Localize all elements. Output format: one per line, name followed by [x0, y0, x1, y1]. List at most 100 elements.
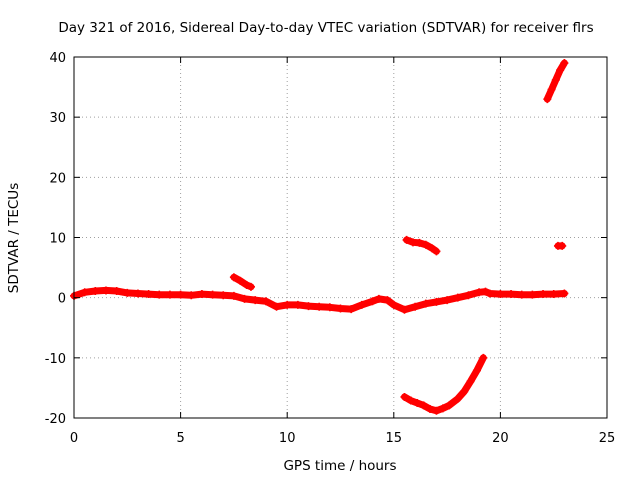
y-tick-label: -10	[45, 352, 66, 367]
data-point	[432, 297, 441, 306]
data-point	[229, 291, 238, 300]
data-point	[251, 296, 260, 305]
data-point	[315, 302, 324, 311]
series-main-trace	[70, 286, 569, 314]
y-axis-label: SDTVAR / TECUs	[6, 183, 22, 293]
data-point	[560, 59, 569, 68]
data-point	[421, 240, 430, 249]
data-point	[347, 305, 356, 314]
data-point	[466, 377, 475, 386]
data-point	[208, 290, 217, 299]
series-segment-15.5h-upper	[402, 235, 441, 256]
data-point	[443, 296, 452, 305]
data-point	[383, 296, 392, 305]
data-point	[374, 294, 383, 303]
y-tick-label: 20	[49, 171, 66, 186]
x-tick-label: 0	[70, 431, 78, 446]
data-point	[464, 291, 473, 300]
data-point	[293, 300, 302, 309]
x-tick-label: 10	[279, 431, 296, 446]
data-point	[556, 66, 565, 75]
data-point	[80, 288, 89, 297]
data-point	[187, 291, 196, 300]
data-point	[123, 288, 132, 297]
data-point	[176, 290, 185, 299]
data-point	[411, 302, 420, 311]
data-point	[155, 290, 164, 299]
series-segment-22.8h-point	[553, 241, 567, 250]
data-point	[357, 300, 366, 309]
plot-frame	[73, 56, 608, 419]
data-point	[400, 392, 409, 401]
data-point	[304, 302, 313, 311]
series-segment-7.5h	[229, 273, 255, 291]
data-point	[400, 305, 409, 314]
data-point	[547, 85, 556, 94]
data-point	[415, 238, 424, 247]
y-tick-label: 0	[58, 292, 66, 307]
data-point	[406, 396, 415, 405]
data-point	[428, 244, 437, 253]
data-point	[507, 290, 516, 299]
data-point	[426, 404, 435, 413]
data-point	[219, 291, 228, 300]
y-tick-label: 40	[49, 51, 66, 66]
data-point	[453, 394, 462, 403]
data-point	[558, 241, 567, 250]
data-point	[453, 293, 462, 302]
data-point	[261, 297, 270, 306]
data-point	[438, 404, 447, 413]
data-point	[101, 286, 110, 295]
data-point	[402, 235, 411, 244]
x-tick-label: 5	[176, 431, 184, 446]
y-tick-label: -20	[45, 412, 66, 427]
data-point	[432, 406, 441, 415]
data-point	[272, 302, 281, 311]
data-point	[460, 387, 469, 396]
data-point	[368, 297, 377, 306]
series-line	[230, 273, 255, 291]
data-point	[432, 247, 441, 256]
data-point	[283, 300, 292, 309]
data-point	[551, 75, 560, 84]
data-point	[560, 289, 569, 298]
grid	[74, 57, 607, 418]
data-point	[419, 401, 428, 410]
data-point	[144, 290, 153, 299]
data-point	[543, 95, 552, 104]
data-point	[236, 276, 245, 285]
data-point	[549, 290, 558, 299]
data-point	[421, 299, 430, 308]
data-point	[336, 304, 345, 313]
data-point	[485, 289, 494, 298]
data-point	[517, 290, 526, 299]
data-point	[481, 287, 490, 296]
data-point	[112, 287, 121, 296]
data-point	[240, 294, 249, 303]
data-point	[242, 281, 251, 290]
y-tick-label: 30	[49, 111, 66, 126]
chart-title: Day 321 of 2016, Sidereal Day-to-day VTE…	[58, 20, 593, 36]
data-point	[539, 290, 548, 299]
series-segment-22h-rising	[543, 59, 569, 104]
data-point	[445, 401, 454, 410]
x-tick-label: 15	[386, 431, 403, 446]
x-axis-label: GPS time / hours	[283, 458, 396, 474]
y-tick-label: 10	[49, 232, 66, 247]
axis-ticks: 0 5 10 15 20 25 -20 -10 0 10 20 30 40	[45, 51, 616, 446]
data-point	[496, 290, 505, 299]
data-point	[325, 303, 334, 312]
data-point	[472, 366, 481, 375]
x-tick-label: 20	[492, 431, 509, 446]
data-point	[413, 398, 422, 407]
data-point	[197, 290, 206, 299]
data-series	[70, 59, 569, 415]
data-point	[246, 282, 255, 291]
data-point	[389, 300, 398, 309]
data-point	[91, 287, 100, 296]
data-point	[133, 289, 142, 298]
series-segment-15.5h-lower	[400, 353, 488, 415]
data-point	[229, 273, 238, 282]
data-point	[528, 290, 537, 299]
